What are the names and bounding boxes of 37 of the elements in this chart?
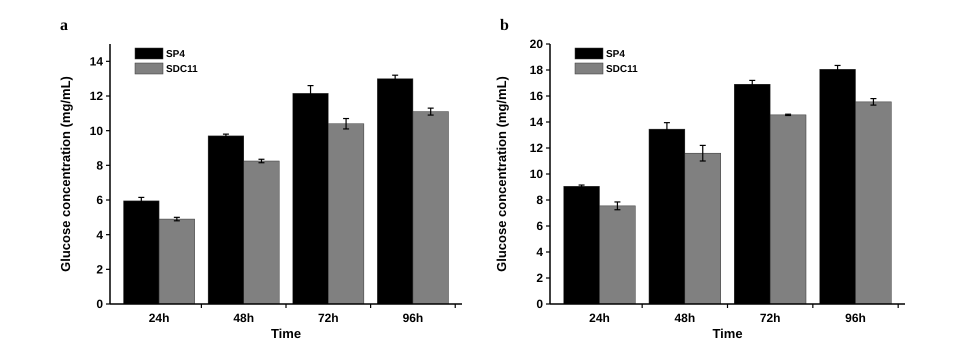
- y-tick-label: 6: [536, 219, 544, 234]
- chart-title: b: [500, 17, 509, 34]
- x-tick-label: 72h: [318, 311, 339, 325]
- y-tick-label: 10: [530, 167, 544, 182]
- x-tick-label: 48h: [674, 311, 696, 325]
- y-tick-label: 16: [530, 89, 544, 104]
- y-tick-label: 20: [530, 37, 544, 52]
- x-tick-label: 24h: [589, 311, 610, 325]
- y-tick-label: 14: [90, 54, 104, 69]
- y-tick-label: 18: [530, 63, 544, 78]
- y-tick-label: 12: [90, 89, 104, 104]
- legend-label: SP4: [606, 49, 626, 60]
- chart-title: a: [60, 17, 68, 34]
- y-tick-label: 14: [530, 115, 544, 130]
- y-tick-label: 8: [536, 193, 544, 208]
- y-tick-label: 2: [536, 271, 544, 286]
- legend-label: SP4: [166, 49, 186, 60]
- x-tick-label: 96h: [402, 311, 424, 325]
- y-tick-label: 4: [536, 245, 544, 260]
- y-tick-label: 2: [96, 262, 104, 277]
- x-tick-label: 96h: [845, 311, 866, 325]
- x-axis-title: Time: [712, 326, 743, 341]
- y-tick-label: 8: [96, 158, 104, 173]
- x-axis-title: Time: [270, 326, 302, 341]
- y-axis-title: Glucose concentration (mg/mL): [58, 76, 73, 272]
- y-tick-label: 6: [96, 193, 104, 208]
- y-tick-label: 12: [530, 141, 544, 156]
- y-tick-label: 4: [96, 228, 104, 242]
- legend-label: SDC11: [166, 64, 198, 75]
- y-tick-label: 0: [536, 297, 544, 312]
- x-tick-label: 48h: [233, 311, 254, 325]
- x-tick-label: 72h: [760, 311, 781, 325]
- x-tick-label: 24h: [148, 311, 170, 325]
- y-axis-title: Glucose concentration (mg/mL): [494, 76, 509, 272]
- y-tick-label: 0: [96, 297, 104, 312]
- y-tick-label: 10: [90, 124, 104, 138]
- legend-label: SDC11: [606, 64, 638, 75]
